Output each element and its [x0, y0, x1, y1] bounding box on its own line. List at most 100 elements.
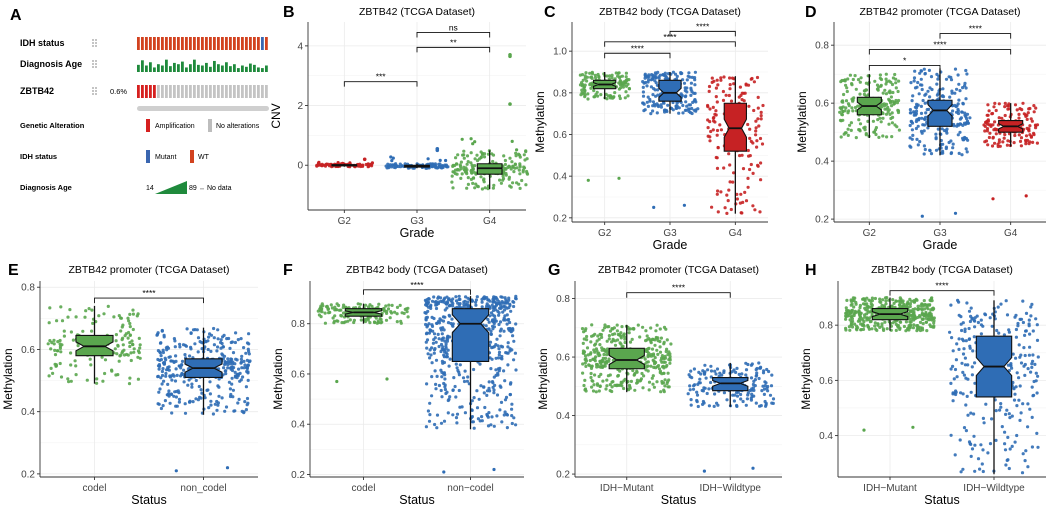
- data-point: [884, 92, 889, 96]
- data-point: [615, 323, 619, 327]
- legend-label-amplification: Amplification: [155, 123, 195, 130]
- data-point: [921, 328, 925, 332]
- x-tick-label: codel: [352, 483, 376, 494]
- data-point: [891, 321, 895, 325]
- data-point: [230, 376, 234, 380]
- data-point: [759, 404, 763, 408]
- data-point: [715, 78, 719, 82]
- data-point: [1035, 323, 1039, 327]
- row-drag-handle-icon[interactable]: [92, 87, 97, 95]
- data-point: [160, 373, 165, 378]
- data-point: [247, 332, 251, 336]
- zbtb42-alteration-pct: 0.6%: [110, 87, 127, 96]
- data-point: [930, 296, 934, 300]
- data-point: [627, 331, 631, 335]
- data-point: [319, 315, 323, 319]
- data-point: [128, 341, 132, 345]
- data-point: [620, 325, 624, 329]
- data-point: [69, 379, 73, 383]
- data-point: [596, 72, 600, 77]
- data-point: [857, 309, 861, 314]
- idh-status-cell: [217, 37, 220, 50]
- data-point: [167, 355, 171, 359]
- data-point: [157, 367, 161, 371]
- data-point: [1029, 305, 1033, 309]
- box-0: [871, 297, 909, 331]
- data-point: [596, 334, 600, 338]
- data-point: [971, 349, 975, 353]
- idh-status-cell: [189, 37, 192, 50]
- y-axis-label: Methylation: [271, 348, 285, 409]
- data-point: [174, 367, 178, 371]
- data-point: [455, 421, 459, 425]
- data-point: [932, 325, 936, 329]
- data-point: [883, 320, 887, 324]
- data-point: [965, 112, 970, 116]
- data-point: [993, 101, 997, 105]
- data-point: [247, 352, 251, 356]
- data-point: [67, 380, 71, 384]
- data-point: [914, 112, 919, 116]
- data-point: [881, 134, 885, 138]
- idh-status-cell: [145, 37, 148, 50]
- data-point: [128, 325, 132, 329]
- data-point: [56, 340, 60, 344]
- data-point: [890, 304, 894, 308]
- data-point: [605, 360, 609, 364]
- data-point: [500, 300, 504, 304]
- significance-label: ***: [376, 72, 387, 82]
- data-point: [236, 374, 240, 378]
- data-point: [865, 312, 869, 316]
- y-tick-label: 0.4: [291, 420, 305, 431]
- legend-age-min: 14: [146, 185, 154, 192]
- data-point: [320, 163, 324, 168]
- data-point: [979, 323, 984, 327]
- data-point: [183, 411, 188, 415]
- row-drag-handle-icon[interactable]: [92, 60, 97, 68]
- data-point: [754, 374, 758, 378]
- data-point: [439, 388, 443, 393]
- row-drag-handle-icon[interactable]: [92, 39, 97, 47]
- data-point: [628, 340, 633, 344]
- legend-swatch-amplification: [146, 119, 150, 132]
- data-point: [955, 124, 959, 128]
- data-point: [887, 122, 891, 126]
- data-point: [621, 333, 626, 337]
- data-point: [928, 95, 932, 99]
- data-point: [702, 469, 707, 473]
- data-point: [880, 303, 884, 307]
- data-point: [602, 348, 607, 352]
- data-point: [659, 390, 663, 394]
- data-point: [898, 326, 902, 330]
- data-point: [226, 363, 230, 367]
- data-point: [426, 352, 430, 356]
- data-point: [1028, 140, 1032, 144]
- data-point: [1019, 361, 1024, 365]
- data-point: [941, 87, 945, 91]
- data-point: [902, 324, 907, 329]
- data-point: [207, 335, 211, 339]
- data-point: [881, 91, 885, 95]
- data-point: [863, 306, 867, 310]
- data-point: [1015, 108, 1019, 112]
- data-point: [641, 90, 646, 94]
- oncoprint-scrollbar[interactable]: [137, 106, 269, 111]
- data-point: [200, 391, 204, 395]
- data-point: [610, 76, 614, 80]
- data-point: [329, 303, 333, 307]
- idh-status-cell: [221, 37, 224, 50]
- data-point: [949, 139, 953, 143]
- y-tick-label: 0.8: [553, 88, 567, 99]
- data-point: [187, 378, 191, 382]
- data-point: [700, 388, 704, 393]
- data-point: [1007, 330, 1012, 334]
- data-point: [615, 383, 620, 387]
- data-point: [483, 405, 487, 410]
- data-point: [641, 386, 645, 390]
- data-point: [592, 348, 596, 352]
- data-point: [216, 345, 220, 349]
- data-point: [494, 356, 498, 360]
- data-point: [131, 343, 135, 347]
- data-point: [493, 383, 497, 387]
- data-point: [474, 182, 478, 186]
